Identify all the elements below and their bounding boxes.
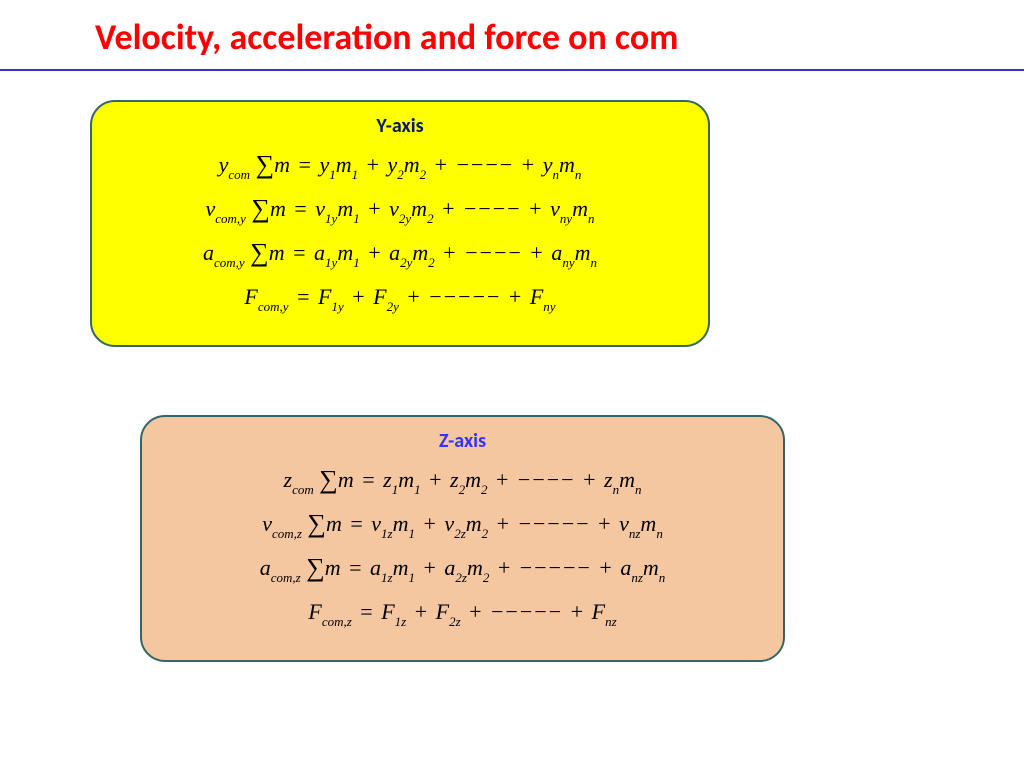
eq-z-accel: acom,z ∑m = a1zm1 + a2zm2 + −−−−− + anzm… (172, 555, 753, 585)
title-underline (0, 69, 1024, 71)
z-axis-label: Z-axis (172, 429, 753, 453)
eq-y-accel: acom,y ∑m = a1ym1 + a2ym2 + −−−− + anymn (122, 240, 678, 270)
panel-y-axis: Y-axis ycom ∑m = y1m1 + y2m2 + −−−− + yn… (90, 100, 710, 347)
eq-y-position: ycom ∑m = y1m1 + y2m2 + −−−− + ynmn (122, 152, 678, 182)
eq-z-velocity: vcom,z ∑m = v1zm1 + v2zm2 + −−−−− + vnzm… (172, 511, 753, 541)
y-axis-label: Y-axis (122, 114, 678, 138)
eq-z-position: zcom ∑m = z1m1 + z2m2 + −−−− + znmn (172, 467, 753, 497)
page-title: Velocity, acceleration and force on com (0, 0, 1024, 69)
eq-y-velocity: vcom,y ∑m = v1ym1 + v2ym2 + −−−− + vnymn (122, 196, 678, 226)
eq-z-force: Fcom,z = F1z + F2z + −−−−− + Fnz (172, 599, 753, 628)
panel-z-axis: Z-axis zcom ∑m = z1m1 + z2m2 + −−−− + zn… (140, 415, 785, 662)
eq-y-force: Fcom,y = F1y + F2y + −−−−− + Fny (122, 284, 678, 313)
